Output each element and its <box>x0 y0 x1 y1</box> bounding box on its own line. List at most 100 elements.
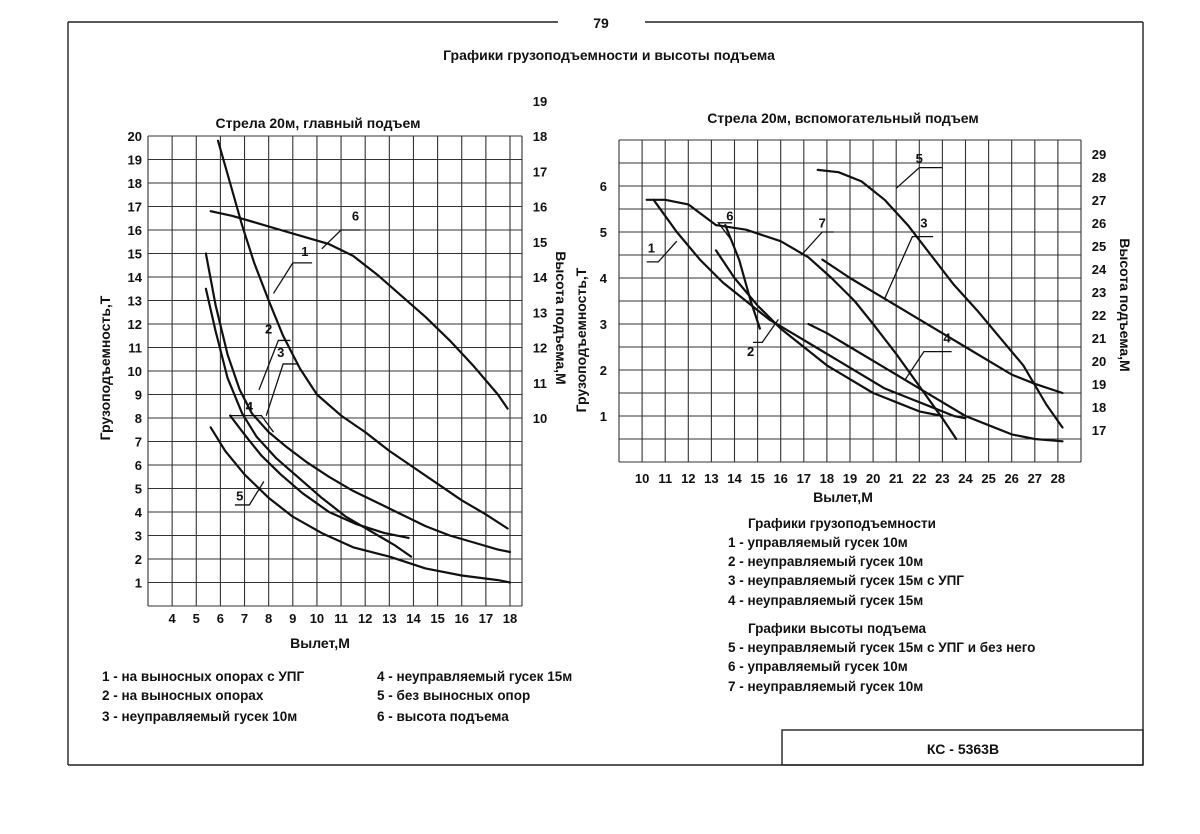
c2-xtick: 18 <box>820 471 834 486</box>
c2-xtick: 24 <box>958 471 973 486</box>
c1-xtick: 4 <box>169 611 177 626</box>
c2-xtick: 23 <box>935 471 949 486</box>
legend2-cap-4: 4 - неуправляемый гусек 15м <box>728 593 923 608</box>
main-title: Графики грузоподъемности и высоты подъем… <box>443 47 775 63</box>
chart1-ylabel-right: Высота подъема,М <box>553 251 569 384</box>
c2-curve-label-2: 2 <box>747 344 754 359</box>
c2-series-4 <box>807 322 1064 443</box>
chart2-ylabel-right: Высота подъема,М <box>1117 238 1133 371</box>
c1-xtick: 13 <box>382 611 396 626</box>
c2-xtick: 22 <box>912 471 926 486</box>
c2-xtick: 17 <box>797 471 811 486</box>
c1-ytick-right: 13 <box>533 305 547 320</box>
c1-xtick: 11 <box>334 611 348 626</box>
c1-ytick-left: 3 <box>135 529 142 544</box>
chart1-xlabel: Вылет,М <box>290 635 350 651</box>
c2-ytick-right: 21 <box>1092 331 1106 346</box>
c1-ytick-left: 5 <box>135 482 142 497</box>
c2-xtick: 26 <box>1004 471 1018 486</box>
c1-ytick-right: 18 <box>533 129 547 144</box>
legend2-title-height: Графики высоты подъема <box>748 621 927 636</box>
c2-ytick-right: 23 <box>1092 285 1106 300</box>
c1-ytick-left: 7 <box>135 435 142 450</box>
c2-ytick-left: 5 <box>600 225 607 240</box>
c2-ytick-left: 2 <box>600 363 607 378</box>
c1-ytick-left: 4 <box>135 505 143 520</box>
c1-xtick: 8 <box>265 611 272 626</box>
legend2-height-5: 5 - неуправляемый гусек 15м с УПГ и без … <box>728 640 1035 655</box>
c2-leader-5 <box>895 166 943 189</box>
c1-xtick: 6 <box>217 611 224 626</box>
legend2-cap-3: 3 - неуправляемый гусек 15м с УПГ <box>728 573 964 588</box>
c2-series-1 <box>652 198 967 420</box>
c1-series-2 <box>204 252 512 554</box>
c2-leader-4 <box>904 350 952 380</box>
chart1-curves <box>204 139 512 584</box>
c1-leader-5 <box>234 481 265 506</box>
c2-series-5 <box>816 168 1064 429</box>
c1-curve-label-5: 5 <box>236 488 243 503</box>
c2-xtick: 28 <box>1051 471 1065 486</box>
c1-ytick-left: 15 <box>128 247 142 262</box>
c1-leader-4 <box>230 414 275 433</box>
c2-leader-6 <box>717 222 733 242</box>
c2-xtick: 15 <box>750 471 764 486</box>
c1-ytick-left: 10 <box>128 364 142 379</box>
c2-xtick: 16 <box>773 471 787 486</box>
c1-curve-label-1: 1 <box>301 244 308 259</box>
c1-ytick-right: 14 <box>533 270 548 285</box>
c2-curve-label-4: 4 <box>943 330 951 345</box>
chart1-ticks: 4 5 6 7 8 9 10 11 12 13 14 15 16 17 181234567891011121… <box>128 94 548 626</box>
c2-xtick: 19 <box>843 471 857 486</box>
c1-curve-label-4: 4 <box>246 399 254 414</box>
c2-ytick-left: 6 <box>600 179 607 194</box>
c1-series-3 <box>204 287 413 558</box>
c2-ytick-right: 22 <box>1092 308 1106 323</box>
c1-curve-label-6: 6 <box>352 209 359 224</box>
c2-ytick-left: 4 <box>600 271 608 286</box>
legend2-title-capacity: Графики грузоподъемности <box>748 516 936 531</box>
c2-ytick-right: 29 <box>1092 147 1106 162</box>
chart2-xlabel: Вылет,М <box>813 489 873 505</box>
legend1-item-5: 5 - без выносных опор <box>377 688 530 703</box>
chart2-ticks: 10 11 12 13 14 15 16 17 18 19 20 21 22 23 24 25 26 27 2812… <box>600 147 1107 486</box>
c1-ytick-right: 17 <box>533 164 547 179</box>
c2-ytick-right: 25 <box>1092 239 1106 254</box>
chart1-ylabel-left: Грузоподъемность,Т <box>97 295 113 440</box>
c2-xtick: 25 <box>981 471 995 486</box>
legend2-cap-2: 2 - неуправляемый гусек 10м <box>728 554 923 569</box>
c1-ytick-left: 18 <box>128 176 142 191</box>
c1-ytick-left: 9 <box>135 388 142 403</box>
c1-leader-2 <box>258 339 291 391</box>
chart1-legend: 1 - на выносных опорах с УПГ 2 - на выно… <box>102 669 572 724</box>
c2-leader-1 <box>646 240 678 263</box>
chart-aux-hoist: Стрела 20м, вспомогательный подъем 10 11 1… <box>573 110 1133 505</box>
legend1-item-4: 4 - неуправляемый гусек 15м <box>377 669 572 684</box>
c1-leader-6 <box>321 229 361 250</box>
c2-series-6 <box>724 224 762 330</box>
model-box <box>781 729 1144 766</box>
model-label: КС - 5363В <box>927 741 999 757</box>
c2-ytick-right: 26 <box>1092 216 1106 231</box>
c2-leader-7 <box>801 231 834 256</box>
c2-xtick: 14 <box>727 471 742 486</box>
legend1-item-3: 3 - неуправляемый гусек 10м <box>102 709 297 724</box>
c1-ytick-left: 16 <box>128 223 142 238</box>
c2-ytick-right: 18 <box>1092 400 1106 415</box>
c1-ytick-right: 12 <box>533 341 547 356</box>
c1-ytick-left: 19 <box>128 153 142 168</box>
c1-ytick-right: 11 <box>533 376 547 391</box>
c1-xtick: 15 <box>430 611 444 626</box>
c2-ytick-right: 20 <box>1092 354 1106 369</box>
c2-ytick-left: 3 <box>600 317 607 332</box>
c2-leader-2 <box>752 319 779 344</box>
c1-series-5 <box>209 426 512 584</box>
c1-series-1 <box>216 139 509 530</box>
c1-xtick: 10 <box>310 611 324 626</box>
chart2-title: Стрела 20м, вспомогательный подъем <box>707 110 979 126</box>
c1-ytick-right: 16 <box>533 200 547 215</box>
c2-curve-label-1: 1 <box>648 241 655 256</box>
c1-ytick-left: 11 <box>128 341 142 356</box>
c1-ytick-left: 8 <box>135 411 142 426</box>
